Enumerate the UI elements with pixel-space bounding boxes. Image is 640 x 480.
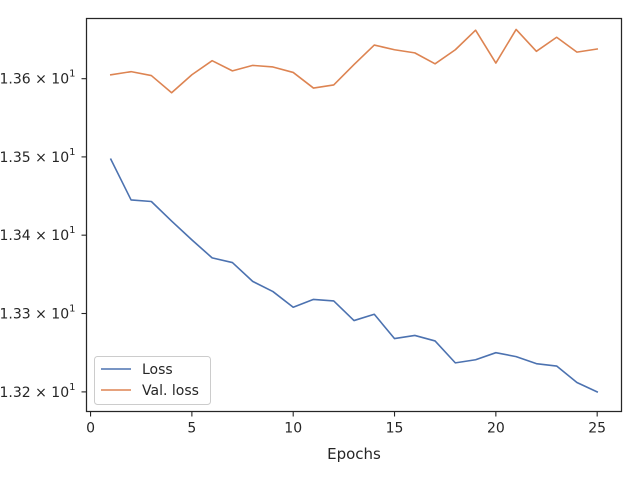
y-tick-label: 1.35 × 101 [0, 147, 76, 166]
y-tick-label: 1.33 × 101 [0, 304, 76, 323]
x-tick-label: 5 [187, 421, 196, 437]
x-axis-label: Epochs [327, 445, 381, 463]
y-tick-label: 1.32 × 101 [0, 382, 76, 401]
y-axis: 1.32 × 101 1.33 × 101 1.34 × 101 1.35 × 101… [0, 69, 87, 401]
plot-frame [85, 17, 623, 413]
x-tick-label: 0 [86, 421, 95, 437]
series-lines [109, 28, 599, 393]
legend-label-val-loss: Val. loss [142, 383, 199, 399]
legend-label-loss: Loss [142, 362, 173, 378]
x-tick-label: 15 [386, 421, 404, 437]
x-axis: 0 5 10 15 20 25 [86, 411, 606, 437]
x-tick-label: 25 [588, 421, 606, 437]
series-line-val-loss [109, 28, 599, 94]
x-tick-label: 10 [284, 421, 302, 437]
y-tick-label: 1.34 × 101 [0, 225, 76, 244]
y-tick-label: 1.36 × 101 [0, 69, 76, 88]
series-line-loss [109, 158, 599, 393]
x-tick-label: 20 [487, 421, 505, 437]
legend: Loss Val. loss [94, 356, 211, 405]
